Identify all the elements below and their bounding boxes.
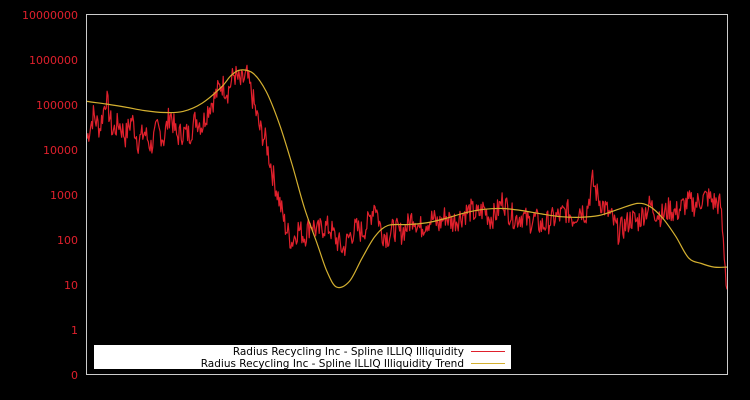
- y-tick-label: 100: [57, 234, 78, 247]
- y-tick-label: 1000000: [29, 54, 78, 67]
- legend: Radius Recycling Inc - Spline ILLIQ Illi…: [94, 345, 511, 370]
- y-tick-label: 10000000: [22, 9, 78, 22]
- plot-border: [86, 14, 728, 375]
- legend-label-illiquidity: Radius Recycling Inc - Spline ILLIQ Illi…: [233, 346, 464, 358]
- plot-area: [86, 64, 728, 290]
- y-axis-tick-labels: 0 1 10 100 1000 10000 100000 1000000 10000000: [22, 9, 78, 382]
- illiquidity-series-line: [86, 64, 728, 290]
- y-tick-label: 1: [71, 324, 78, 337]
- legend-box: [94, 345, 511, 369]
- y-tick-label: 0: [71, 369, 78, 382]
- y-tick-label: 1000: [50, 189, 78, 202]
- legend-label-trend: Radius Recycling Inc - Spline ILLIQ Illi…: [201, 358, 464, 370]
- y-tick-label: 100000: [36, 99, 78, 112]
- y-tick-label: 10: [64, 279, 78, 292]
- illiquidity-trend-line: [86, 69, 728, 289]
- y-tick-label: 10000: [43, 144, 78, 157]
